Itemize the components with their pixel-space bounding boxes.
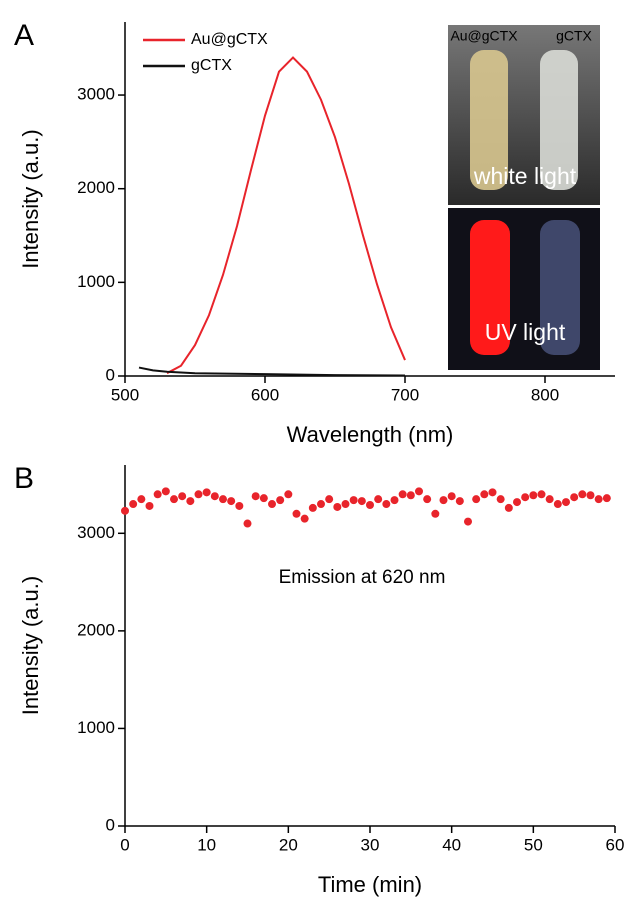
data-point — [276, 496, 285, 505]
data-point — [202, 488, 211, 497]
x-tick-label: 50 — [524, 835, 543, 854]
data-point — [472, 495, 481, 504]
y-tick-label: 3000 — [77, 523, 115, 542]
data-point — [349, 496, 358, 505]
tube-label: gCTX — [556, 28, 592, 44]
data-line — [138, 366, 406, 377]
data-point — [194, 490, 203, 499]
data-point — [178, 492, 187, 501]
data-point — [170, 495, 178, 504]
data-point — [308, 503, 317, 512]
inset-label: UV light — [485, 319, 566, 345]
data-point — [121, 506, 129, 515]
x-tick-label: 500 — [111, 385, 139, 404]
x-tick-label: 0 — [120, 835, 129, 854]
data-point — [186, 497, 195, 506]
data-point — [259, 494, 268, 503]
legend-label: Au@gCTX — [191, 31, 268, 48]
x-tick-label: 60 — [606, 835, 625, 854]
data-point — [496, 495, 505, 504]
data-point — [268, 500, 276, 509]
data-point — [570, 493, 579, 502]
data-point — [210, 492, 219, 501]
x-axis-label: Wavelength (nm) — [287, 422, 454, 447]
data-point — [153, 490, 162, 499]
panel-label: A — [14, 19, 34, 52]
data-point — [562, 498, 570, 507]
y-tick-label: 0 — [106, 365, 115, 384]
y-tick-label: 2000 — [77, 620, 115, 639]
data-point — [284, 490, 293, 499]
data-point — [431, 509, 440, 518]
y-tick-label: 0 — [106, 815, 115, 834]
x-tick-label: 10 — [197, 835, 216, 854]
panel-label: B — [14, 462, 34, 495]
x-tick-label: 700 — [391, 385, 419, 404]
data-point — [292, 509, 301, 518]
data-point — [227, 497, 236, 506]
data-point — [300, 514, 309, 523]
data-point — [415, 487, 423, 496]
data-point — [382, 500, 391, 509]
data-point — [251, 492, 260, 501]
data-point — [447, 492, 456, 501]
data-point — [145, 501, 154, 510]
data-point — [480, 490, 489, 499]
data-point — [374, 495, 383, 504]
data-point — [357, 497, 366, 506]
y-axis-label: Intensity (a.u.) — [18, 129, 43, 268]
tube-gold — [470, 50, 508, 190]
data-point — [341, 500, 350, 509]
y-tick-label: 1000 — [77, 718, 115, 737]
annotation: Emission at 620 nm — [279, 567, 446, 588]
data-point — [161, 487, 170, 496]
data-point — [235, 501, 244, 510]
data-point — [537, 490, 546, 499]
data-point — [545, 495, 554, 504]
data-point — [137, 495, 146, 504]
x-tick-label: 30 — [361, 835, 380, 854]
x-tick-label: 20 — [279, 835, 298, 854]
tube-red — [470, 220, 510, 355]
data-point — [423, 495, 432, 504]
x-tick-label: 600 — [251, 385, 279, 404]
y-tick-label: 1000 — [77, 272, 115, 291]
x-tick-label: 800 — [531, 385, 559, 404]
data-point — [439, 496, 448, 505]
data-point — [325, 495, 334, 504]
y-tick-label: 2000 — [77, 178, 115, 197]
data-point — [529, 491, 538, 500]
y-tick-label: 3000 — [77, 85, 115, 104]
data-point — [455, 497, 464, 506]
data-point — [366, 501, 374, 510]
data-point — [504, 503, 513, 512]
data-point — [464, 517, 472, 526]
inset-label: white light — [473, 163, 577, 189]
data-point — [333, 502, 342, 511]
data-point — [594, 495, 603, 504]
data-point — [488, 488, 497, 497]
data-point — [513, 498, 521, 507]
data-point — [129, 500, 138, 509]
data-point — [406, 491, 415, 500]
tube-blue — [540, 220, 580, 355]
data-point — [243, 519, 252, 528]
data-point — [586, 491, 595, 500]
data-point — [390, 496, 399, 505]
tube-label: Au@gCTX — [450, 28, 518, 44]
legend-label: gCTX — [191, 57, 232, 74]
data-point — [578, 490, 587, 499]
data-point — [553, 500, 562, 509]
x-tick-label: 40 — [442, 835, 461, 854]
y-axis-label: Intensity (a.u.) — [18, 576, 43, 715]
data-point — [602, 494, 611, 503]
data-point — [521, 493, 530, 502]
data-point — [219, 495, 227, 504]
data-point — [317, 500, 325, 509]
data-line — [166, 56, 406, 375]
tube-clear — [540, 50, 578, 190]
data-point — [398, 490, 407, 499]
x-axis-label: Time (min) — [318, 872, 422, 897]
